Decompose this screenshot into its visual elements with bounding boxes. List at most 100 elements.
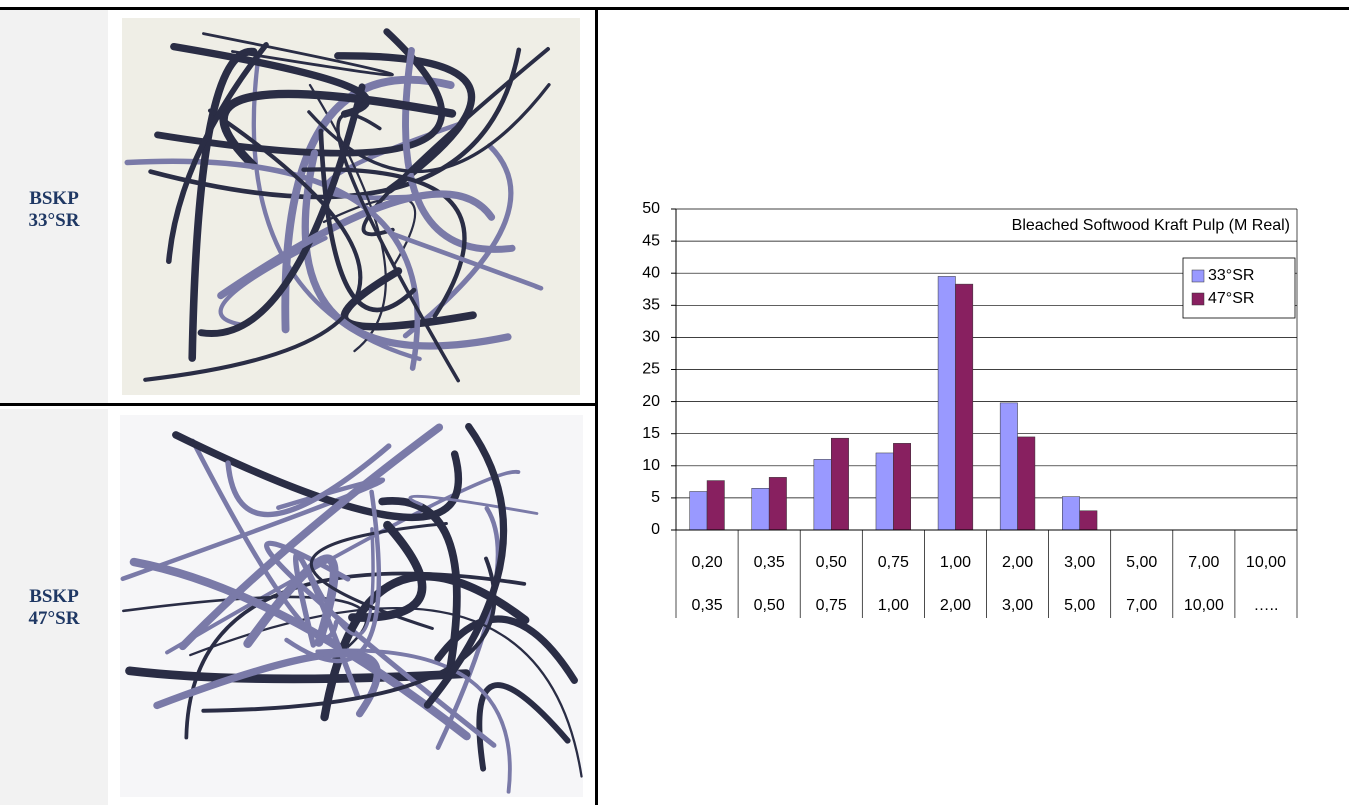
bar (831, 437, 849, 531)
y-tick-label: 50 (642, 200, 660, 217)
fibre (423, 422, 508, 709)
fibre (129, 557, 471, 741)
fibre (120, 477, 386, 582)
fibre (178, 423, 444, 651)
bar (955, 283, 974, 531)
x-tick-label: 2,00 (1002, 554, 1033, 571)
x-tick-label: 3,00 (1002, 597, 1033, 614)
fibre (284, 489, 382, 664)
y-tick-label: 10 (642, 457, 660, 474)
fibre (387, 230, 544, 291)
x-tick-label: 10,00 (1184, 597, 1224, 614)
y-tick-label: 30 (642, 329, 660, 346)
bar (893, 443, 911, 531)
legend-box (1182, 257, 1296, 319)
fibre (320, 572, 530, 722)
sample-freeness: 47°SR (28, 608, 80, 629)
fibre-photo (120, 415, 583, 797)
fibre (148, 47, 522, 200)
label-cell (0, 10, 108, 403)
y-tick-label: 35 (642, 297, 660, 314)
table-border (595, 7, 598, 805)
fibre (378, 497, 461, 676)
bar (937, 276, 956, 531)
row-label: BSKP 47°SR (0, 586, 108, 630)
fibre (218, 236, 328, 327)
fibre (334, 52, 476, 194)
bar (813, 459, 832, 531)
fibre (217, 190, 496, 300)
x-tick-label: 0,50 (816, 554, 847, 571)
x-tick-label: 2,00 (940, 597, 971, 614)
y-tick-label: 45 (642, 232, 660, 249)
table-border (0, 403, 597, 406)
x-tick-label: 0,75 (878, 554, 909, 571)
x-tick-label: 7,00 (1188, 554, 1219, 571)
bar (768, 477, 787, 531)
fibre (166, 42, 269, 265)
x-tick-label: 0,20 (691, 554, 722, 571)
fibre (336, 112, 460, 383)
x-tick-label: 1,00 (940, 554, 971, 571)
fibre (348, 520, 427, 622)
fibre (190, 438, 339, 641)
fibre (197, 83, 366, 337)
sample-name: BSKP (29, 586, 79, 607)
x-tick-label: 0,35 (754, 554, 785, 571)
fibre (301, 149, 512, 350)
bar (999, 402, 1018, 531)
bar (706, 480, 725, 531)
fibre (293, 552, 361, 700)
fibre (318, 128, 417, 313)
legend-swatch (1191, 292, 1205, 306)
x-tick-label: 10,00 (1246, 554, 1286, 571)
fibre (143, 108, 363, 382)
bar (1062, 496, 1080, 531)
fibre (170, 42, 371, 118)
x-tick-label: 3,00 (1064, 554, 1095, 571)
fibre (361, 47, 550, 237)
fibre (202, 32, 394, 77)
legend-label: 33°SR (1208, 267, 1254, 284)
bar (689, 491, 708, 531)
x-tick-label: 7,00 (1126, 597, 1157, 614)
x-tick-label: 1,00 (878, 597, 909, 614)
fibre (306, 527, 375, 637)
bar (1079, 510, 1098, 531)
y-tick-label: 20 (642, 393, 660, 410)
x-tick-label: ….. (1254, 597, 1279, 614)
x-tick-label: 5,00 (1064, 597, 1095, 614)
legend-swatch (1191, 269, 1205, 283)
sample-freeness: 33°SR (28, 210, 80, 231)
x-tick-label: 5,00 (1126, 554, 1157, 571)
y-tick-label: 5 (651, 489, 660, 506)
x-tick-label: 0,75 (816, 597, 847, 614)
legend-label: 47°SR (1208, 290, 1254, 307)
y-tick-label: 0 (651, 521, 660, 538)
fibre (153, 649, 381, 718)
bar (751, 488, 770, 531)
bar (875, 452, 894, 531)
fibre (172, 431, 463, 522)
row-label: BSKP 33°SR (0, 188, 108, 232)
chart-title: Bleached Softwood Kraft Pulp (M Real) (1012, 217, 1290, 234)
chart: Bleached Softwood Kraft Pulp (M Real) 0 5… (642, 200, 1298, 618)
x-tick-label: 0,35 (691, 597, 722, 614)
fibre-photo (122, 18, 580, 395)
fibre (154, 28, 446, 157)
y-tick-label: 40 (642, 264, 660, 281)
y-tick-label: 25 (642, 361, 660, 378)
fibre (165, 469, 521, 655)
sample-name: BSKP (29, 188, 79, 209)
fibre (219, 89, 457, 170)
x-tick-label: 0,50 (754, 597, 785, 614)
fibre (225, 443, 392, 518)
y-tick-label: 15 (642, 425, 660, 442)
table-border (0, 7, 1349, 10)
label-cell (0, 409, 108, 805)
fibre (125, 666, 471, 684)
fibre (301, 167, 467, 319)
fibre (315, 648, 512, 794)
bar (1017, 436, 1036, 531)
